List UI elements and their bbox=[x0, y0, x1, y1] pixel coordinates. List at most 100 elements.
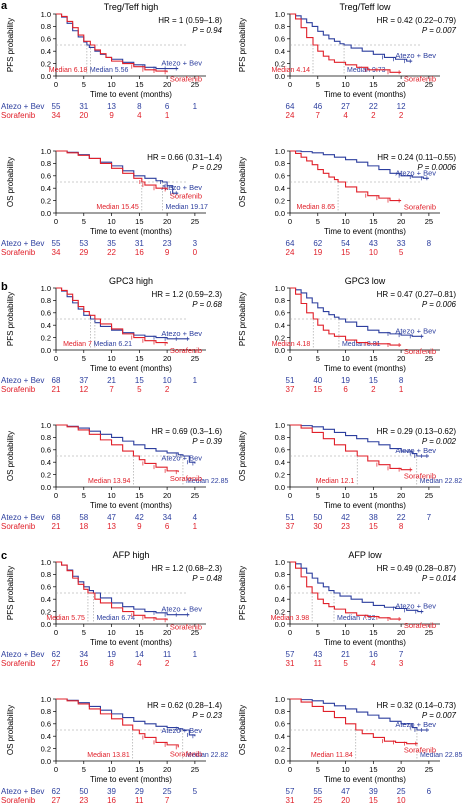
hazard-ratio: HR = 0.47 (0.27–0.81) bbox=[377, 290, 457, 299]
risk-count: 1 bbox=[193, 522, 198, 531]
x-tick-label: 20 bbox=[163, 80, 171, 89]
risk-count: 8 bbox=[399, 376, 404, 385]
risk-count: 42 bbox=[135, 513, 144, 522]
series-label-atezo-bev: Atezo + Bev bbox=[395, 326, 436, 335]
risk-row-label: Sorafenib bbox=[1, 796, 36, 803]
series-label-sorafenib: Sorafenib bbox=[404, 347, 436, 356]
median-label-sorafenib: Median 5.75 bbox=[46, 615, 85, 622]
risk-count: 15 bbox=[135, 376, 144, 385]
y-tick-label: 1.0 bbox=[275, 284, 285, 293]
risk-count: 57 bbox=[286, 787, 295, 796]
risk-count: 64 bbox=[286, 102, 295, 111]
x-axis-label: Time to event (months) bbox=[90, 501, 172, 510]
x-tick-label: 25 bbox=[425, 491, 433, 500]
risk-row-label: Atezo + Bev bbox=[1, 239, 44, 248]
y-tick-label: 0.4 bbox=[41, 595, 51, 604]
x-tick-label: 5 bbox=[316, 765, 320, 774]
p-value: P = 0.29 bbox=[192, 163, 222, 172]
curve-sorafenib bbox=[290, 561, 402, 620]
x-tick-label: 15 bbox=[135, 765, 143, 774]
risk-count: 9 bbox=[109, 111, 114, 120]
risk-count: 13 bbox=[107, 102, 116, 111]
curve-atezo-bev bbox=[290, 13, 413, 62]
series-label-atezo-bev: Atezo + Bev bbox=[395, 602, 436, 611]
panel-title: GPC3 low bbox=[345, 276, 386, 286]
risk-count: 19 bbox=[341, 376, 350, 385]
x-tick-label: 10 bbox=[107, 80, 115, 89]
risk-count: 14 bbox=[135, 650, 144, 659]
x-tick-label: 5 bbox=[82, 765, 86, 774]
series-label-sorafenib: Sorafenib bbox=[170, 346, 202, 355]
series-label-sorafenib: Sorafenib bbox=[404, 472, 436, 481]
curve-sorafenib bbox=[56, 561, 168, 621]
median-label-atezo-bev: Median 22.82 bbox=[420, 478, 463, 485]
y-tick-label: 0.0 bbox=[275, 209, 285, 218]
x-tick-label: 0 bbox=[288, 354, 292, 363]
y-tick-label: 0.0 bbox=[41, 346, 51, 355]
x-tick-label: 0 bbox=[288, 491, 292, 500]
curve-atezo-bev bbox=[290, 424, 429, 457]
risk-count: 24 bbox=[286, 248, 295, 257]
median-label-sorafenib: Median 7 bbox=[63, 341, 92, 348]
x-tick-label: 15 bbox=[135, 217, 143, 226]
x-tick-label: 25 bbox=[191, 217, 199, 226]
risk-count: 57 bbox=[286, 650, 295, 659]
risk-count: 16 bbox=[369, 650, 378, 659]
x-tick-label: 0 bbox=[54, 628, 58, 637]
median-label-atezo-bev: Median 19.17 bbox=[166, 204, 209, 211]
median-label-sorafenib: Median 4.14 bbox=[271, 67, 310, 74]
median-label-atezo-bev: Median 22.82 bbox=[186, 752, 229, 759]
y-tick-label: 0.6 bbox=[275, 446, 285, 455]
series-label-atezo-bev: Atezo + Bev bbox=[161, 605, 202, 614]
y-tick-label: 0.6 bbox=[275, 172, 285, 181]
x-tick-label: 5 bbox=[316, 628, 320, 637]
x-tick-label: 10 bbox=[341, 354, 349, 363]
p-value: P = 0.23 bbox=[192, 711, 222, 720]
x-axis-label: Time to event (months) bbox=[324, 364, 406, 373]
median-label-sorafenib: Median 6.18 bbox=[49, 67, 88, 74]
y-tick-label: 1.0 bbox=[275, 558, 285, 567]
risk-count: 34 bbox=[52, 111, 61, 120]
risk-count: 7 bbox=[109, 385, 114, 394]
x-tick-label: 0 bbox=[54, 80, 58, 89]
section-label-b: b bbox=[1, 281, 8, 293]
y-tick-label: 0.0 bbox=[275, 620, 285, 629]
curve-sorafenib bbox=[290, 13, 402, 73]
x-tick-label: 25 bbox=[425, 628, 433, 637]
median-label-atezo-bev: Median 22.85 bbox=[420, 752, 463, 759]
risk-count: 1 bbox=[193, 650, 198, 659]
curve-atezo-bev bbox=[56, 424, 196, 464]
x-tick-label: 10 bbox=[107, 354, 115, 363]
hazard-ratio: HR = 0.42 (0.22–0.79) bbox=[377, 16, 457, 25]
y-tick-label: 0.2 bbox=[275, 607, 285, 616]
risk-count: 39 bbox=[107, 787, 116, 796]
median-label-sorafenib: Median 8.65 bbox=[297, 204, 336, 211]
median-label-sorafenib: Median 11.84 bbox=[311, 752, 353, 759]
hazard-ratio: HR = 0.29 (0.13–0.62) bbox=[377, 427, 457, 436]
x-axis-label: Time to event (months) bbox=[90, 90, 172, 99]
y-tick-label: 0.4 bbox=[41, 732, 51, 741]
risk-count: 1 bbox=[193, 102, 198, 111]
median-label-sorafenib: Median 13.94 bbox=[88, 478, 131, 485]
risk-count: 55 bbox=[52, 102, 61, 111]
y-tick-label: 0.6 bbox=[41, 172, 51, 181]
risk-count: 5 bbox=[193, 787, 198, 796]
median-label-sorafenib: Median 13.81 bbox=[87, 752, 130, 759]
y-tick-label: 0.0 bbox=[41, 757, 51, 766]
risk-count: 8 bbox=[427, 239, 432, 248]
series-label-atezo-bev: Atezo + Bev bbox=[395, 720, 436, 729]
y-axis-label: OS probability bbox=[6, 431, 15, 481]
y-tick-label: 0.8 bbox=[275, 570, 285, 579]
series-label-sorafenib: Sorafenib bbox=[404, 746, 436, 755]
risk-count: 11 bbox=[314, 659, 323, 668]
y-tick-label: 0.8 bbox=[275, 296, 285, 305]
curve-atezo-bev bbox=[56, 150, 179, 194]
series-label-sorafenib: Sorafenib bbox=[404, 621, 436, 630]
km-panel-pfs: Treg/Teff high 0.0 0.2 0.4 0.6 0.8 1.0 0 5 10 15 20… bbox=[1, 2, 223, 120]
hazard-ratio: HR = 0.66 (0.31–1.4) bbox=[147, 153, 222, 162]
series-label-sorafenib: Sorafenib bbox=[404, 74, 436, 83]
x-axis-label: Time to event (months) bbox=[324, 775, 406, 784]
p-value: P = 0.94 bbox=[192, 26, 222, 35]
risk-row-label: Sorafenib bbox=[1, 659, 36, 668]
risk-row-label: Sorafenib bbox=[1, 385, 36, 394]
